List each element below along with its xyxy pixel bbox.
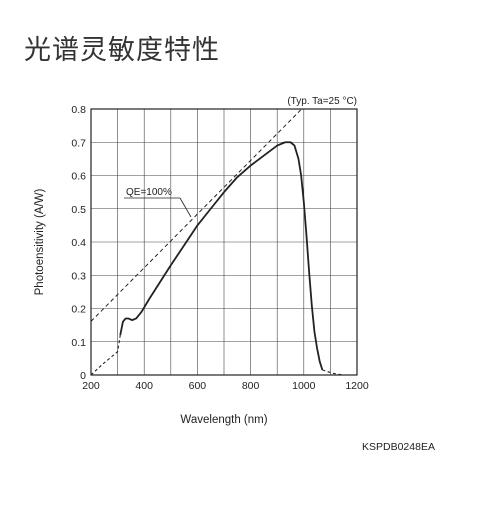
tick-labels: 200 400 600 800 1000 1200 0 0.1 0.2 0.3 0.4 0.5 0.6 0… <box>71 104 368 392</box>
x-tick-label: 600 <box>189 380 207 392</box>
x-tick-label: 200 <box>82 380 100 392</box>
y-tick-label: 0.3 <box>71 270 86 282</box>
document-code: KSPDB0248EA <box>362 441 435 453</box>
y-tick-label: 0.6 <box>71 171 86 183</box>
qe-label-leader <box>179 197 192 218</box>
qe-label: QE=100% <box>126 187 172 198</box>
x-tick-label: 1200 <box>345 380 369 392</box>
y-tick-label: 0 <box>80 370 86 382</box>
y-tick-label: 0.2 <box>71 304 86 316</box>
plot-frame <box>90 108 358 376</box>
y-axis-label: Photoensitivity (A/W) <box>34 188 46 295</box>
qe-label-group: QE=100% <box>124 187 192 218</box>
y-tick-label: 0.4 <box>71 237 86 249</box>
x-tick-label: 800 <box>242 380 260 392</box>
y-tick-label: 0.1 <box>71 337 86 349</box>
x-axis-label: Wavelength (nm) <box>180 414 267 426</box>
grid-lines <box>91 109 357 375</box>
y-tick-label: 0.8 <box>71 104 86 116</box>
page-title: 光谱灵敏度特性 <box>24 35 220 66</box>
photosensitivity-curve <box>119 141 324 371</box>
qe-100-reference-line <box>91 109 303 322</box>
y-tick-label: 0.7 <box>71 137 86 149</box>
x-tick-label: 1000 <box>292 380 316 392</box>
x-tick-label: 400 <box>135 380 153 392</box>
photosensitivity-curve-extension-1 <box>91 335 121 375</box>
condition-note: (Typ. Ta=25 °C) <box>287 96 357 107</box>
y-tick-label: 0.5 <box>71 204 86 216</box>
